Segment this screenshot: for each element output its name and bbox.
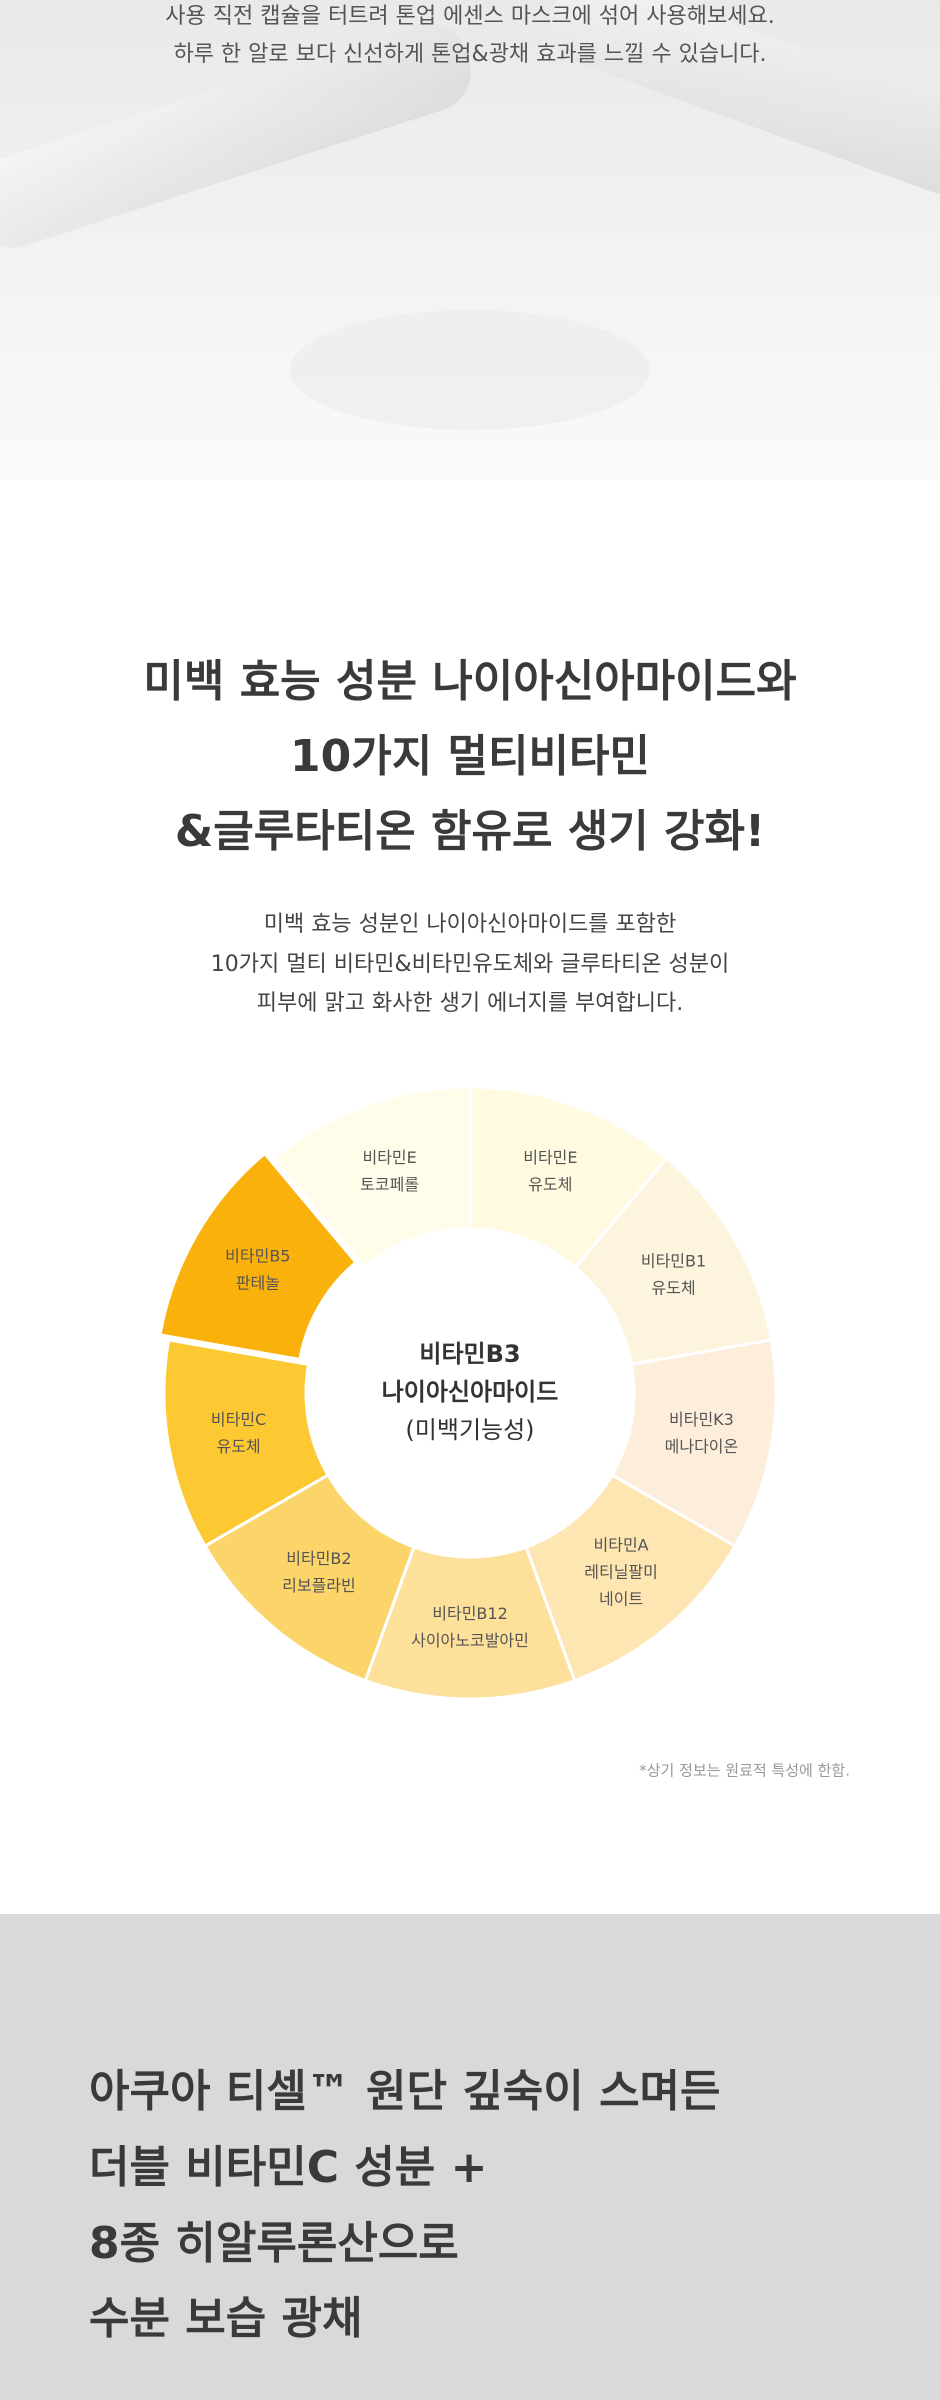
heading: 10가지 멀티비타민 (290, 731, 650, 782)
segment-label: 비타민B5 (225, 1247, 290, 1266)
segment-label: 비타민E (523, 1148, 577, 1167)
segment-label: 토코페롤 (360, 1175, 419, 1194)
segment-label: 비타민B2 (286, 1549, 351, 1568)
body-text: 10가지 멀티 비타민&비타민유도체와 글루타티온 성분이 (211, 952, 729, 977)
heading: 아쿠아 티셀™ 원단 깊숙이 스며든 (89, 2066, 721, 2117)
footnote: *상기 정보는 원료적 특성에 한함. (639, 1762, 850, 1780)
ampoule-illustration (0, 0, 940, 430)
center-label: 비타민B3 (419, 1340, 520, 1368)
segment-label: 유도체 (651, 1279, 695, 1298)
wheel-segment (158, 1151, 359, 1362)
vitamin-wheel: 비타민E유도체비타민B1유도체비타민K3메나다이온비타민A레티닐팔미네이트비타민… (158, 1085, 778, 1701)
segment-label: 레티닐팔미 (584, 1563, 658, 1582)
heading: &글루타티온 함유로 생기 강화! (175, 806, 765, 857)
feature-background (0, 1914, 940, 2400)
wheel-segment (162, 1338, 331, 1549)
segment-label: 리보플라빈 (282, 1576, 356, 1595)
segment-label: 판테놀 (236, 1274, 280, 1293)
segment-label: 비타민B12 (432, 1604, 508, 1623)
heading: 수분 보습 광채 (89, 2293, 363, 2344)
heading: 미백 효능 성분 나이아신아마이드와 (143, 656, 796, 707)
body-text: 피부에 맑고 화사한 생기 에너지를 부여합니다. (257, 991, 684, 1016)
segment-label: 네이트 (599, 1590, 643, 1609)
intro-text: 하루 한 알로 보다 신선하게 톤업&광채 효과를 느낄 수 있습니다. (173, 42, 766, 67)
segment-label: 비타민C (211, 1410, 266, 1429)
segment-label: 사이아노코발아민 (411, 1631, 529, 1650)
segment-label: 비타민E (362, 1148, 416, 1167)
body-text: 미백 효능 성분인 나이아신아마이드를 포함한 (264, 912, 677, 937)
center-label: 나이아신아마이드 (382, 1378, 559, 1406)
segment-label: 비타민K3 (669, 1410, 734, 1429)
segment-label: 비타민B1 (641, 1252, 706, 1271)
segment-label: 유도체 (528, 1175, 572, 1194)
wheel-center (308, 1231, 632, 1555)
segment-label: 유도체 (216, 1437, 260, 1456)
wheel-segment (271, 1085, 472, 1270)
heading: 더블 비타민C 성분 + (89, 2142, 487, 2193)
center-label: (미백기능성) (405, 1416, 534, 1444)
segment-label: 메나다이온 (665, 1437, 739, 1456)
segment-label: 비타민A (594, 1536, 649, 1555)
heading: 8종 히알루론산으로 (89, 2218, 459, 2269)
intro-text: 사용 직전 캡슐을 터트려 톤업 에센스 마스크에 섞어 사용해보세요. (165, 4, 774, 29)
